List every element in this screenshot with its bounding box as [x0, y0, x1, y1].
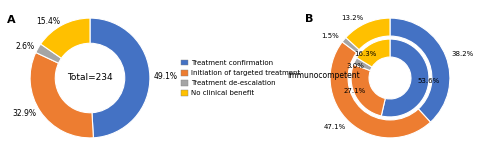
Text: 16.3%: 16.3%: [354, 51, 376, 57]
Text: 32.9%: 32.9%: [13, 109, 37, 118]
Text: 47.1%: 47.1%: [324, 124, 345, 130]
Wedge shape: [354, 58, 372, 71]
Wedge shape: [90, 18, 150, 138]
Text: 13.2%: 13.2%: [341, 15, 363, 21]
Text: 53.6%: 53.6%: [418, 78, 440, 84]
Wedge shape: [346, 18, 390, 50]
Text: 2.6%: 2.6%: [16, 41, 34, 51]
Text: Total=234: Total=234: [67, 73, 113, 83]
Wedge shape: [36, 44, 62, 63]
Wedge shape: [342, 38, 359, 53]
Text: 1.5%: 1.5%: [322, 33, 340, 39]
Text: 27.1%: 27.1%: [343, 88, 365, 94]
Wedge shape: [351, 64, 386, 116]
Text: 15.4%: 15.4%: [36, 17, 60, 26]
Wedge shape: [330, 42, 430, 138]
Text: A: A: [8, 15, 16, 25]
Wedge shape: [390, 18, 450, 122]
Text: 3.0%: 3.0%: [347, 63, 365, 69]
Wedge shape: [30, 53, 94, 138]
Text: 49.1%: 49.1%: [154, 72, 178, 81]
Text: 38.2%: 38.2%: [452, 51, 473, 57]
Legend: Treatment confirmation, Initiation of targeted treatment, Treatment de-escalatio: Treatment confirmation, Initiation of ta…: [181, 60, 300, 96]
Text: B: B: [305, 14, 314, 24]
Text: immunocompetent: immunocompetent: [288, 71, 360, 80]
Wedge shape: [356, 39, 390, 67]
Wedge shape: [40, 18, 90, 58]
Wedge shape: [382, 39, 429, 117]
